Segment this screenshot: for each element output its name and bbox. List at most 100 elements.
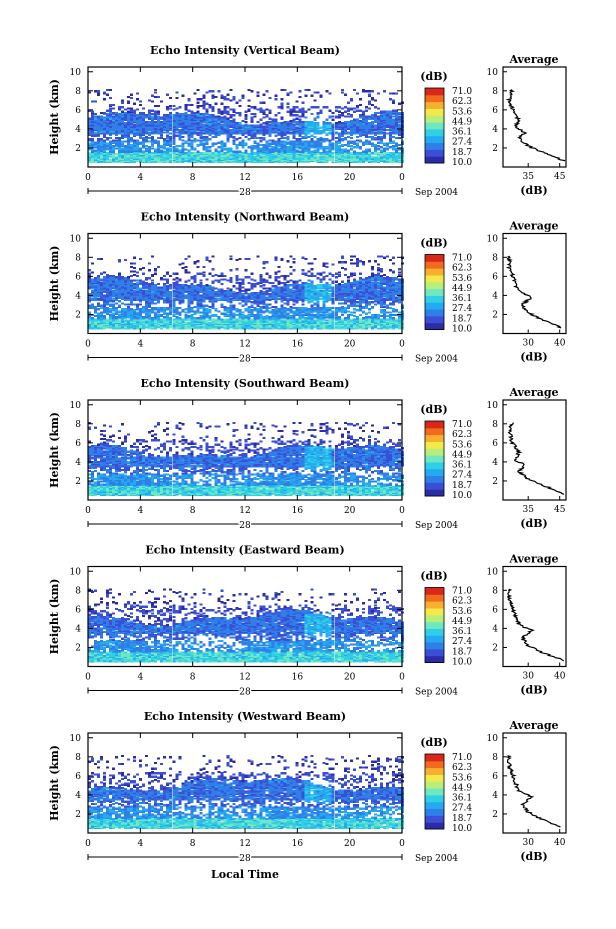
heatmap-cell — [190, 141, 194, 144]
heatmap-cell — [256, 125, 260, 128]
heatmap-cell — [235, 324, 239, 327]
heatmap-cell — [190, 151, 194, 154]
heatmap-cell — [298, 145, 302, 148]
heatmap-cell — [307, 327, 311, 330]
heatmap-cell — [310, 121, 314, 124]
heatmap-cell — [157, 319, 161, 322]
heatmap-cell — [157, 311, 161, 314]
heatmap-cell — [391, 140, 395, 143]
heatmap-cell — [211, 306, 215, 310]
heatmap-cell — [211, 106, 215, 109]
heatmap-cell — [130, 145, 134, 148]
heatmap-cell — [112, 161, 116, 164]
heatmap-cell — [391, 141, 395, 144]
heatmap-cell — [349, 115, 353, 118]
heatmap-cell — [163, 312, 167, 315]
heatmap-cell — [298, 311, 302, 314]
heatmap-cell — [319, 151, 323, 154]
heatmap-cell — [148, 149, 152, 152]
heatmap-cell — [175, 119, 179, 122]
heatmap-cell — [166, 119, 170, 122]
heatmap-cell — [142, 127, 146, 130]
heatmap-cell — [205, 102, 209, 105]
heatmap-cell — [109, 155, 113, 158]
heatmap-cell — [178, 155, 182, 158]
heatmap-cell — [304, 311, 308, 314]
heatmap-cell — [304, 94, 308, 97]
x-tick-label: 0 — [399, 173, 405, 183]
heatmap-cell — [118, 324, 122, 327]
heatmap-cell — [223, 129, 227, 132]
heatmap-cell — [388, 129, 392, 132]
heatmap-cell — [241, 145, 245, 148]
heatmap-cell — [349, 313, 353, 316]
heatmap-cell — [235, 313, 239, 316]
heatmap-cell — [127, 147, 131, 150]
heatmap-cell — [202, 304, 206, 307]
heatmap-cell — [229, 108, 233, 111]
heatmap-cell — [208, 118, 212, 121]
heatmap-cell — [361, 153, 365, 156]
heatmap-cell — [163, 308, 167, 311]
heatmap-cell — [190, 123, 194, 126]
heatmap-cell — [349, 324, 353, 327]
heatmap-cell — [250, 125, 254, 128]
heatmap-cell — [157, 95, 161, 98]
heatmap-cell — [187, 138, 191, 141]
heatmap-cell — [187, 314, 191, 318]
heatmap-cell — [169, 311, 173, 314]
heatmap-cell — [343, 309, 347, 312]
heatmap-cell — [217, 161, 221, 164]
heatmap-cell — [163, 141, 167, 144]
heatmap-cell — [130, 157, 134, 160]
heatmap-cell — [391, 131, 395, 134]
heatmap-cell — [304, 129, 308, 132]
heatmap-cell — [244, 131, 248, 134]
heatmap-cell — [136, 130, 140, 133]
heatmap-cell — [133, 324, 137, 327]
heatmap-cell — [220, 154, 224, 157]
heatmap-cell — [112, 150, 116, 153]
heatmap-cell — [181, 147, 185, 150]
heatmap-cell — [148, 117, 152, 120]
heatmap-cell — [259, 110, 263, 113]
heatmap-cell — [262, 132, 266, 135]
heatmap-cell — [277, 311, 281, 314]
heatmap-cell — [202, 161, 206, 164]
heatmap-cell — [367, 321, 371, 324]
heatmap-cell — [112, 123, 116, 126]
heatmap-cell — [256, 327, 260, 330]
heatmap-cell — [391, 129, 395, 132]
y-tick-label: 8 — [75, 87, 81, 97]
heatmap-cell — [280, 324, 284, 327]
heatmap-cell — [382, 134, 386, 137]
heatmap-cell — [316, 142, 320, 145]
heatmap-cell — [301, 121, 305, 124]
heatmap-cell — [133, 147, 137, 150]
heatmap-cell — [364, 154, 368, 157]
heatmap-cell — [196, 327, 200, 330]
heatmap-cell — [250, 113, 254, 116]
colorbar-tick-label: 10.0 — [452, 158, 472, 168]
heatmap-cell — [133, 153, 137, 156]
heatmap-cell — [259, 157, 263, 160]
heatmap-cell — [250, 318, 254, 321]
heatmap-cell — [196, 321, 200, 324]
heatmap-cell — [325, 150, 329, 153]
heatmap-cell — [136, 319, 140, 322]
heatmap-cell — [160, 149, 164, 152]
heatmap-cell — [148, 146, 152, 149]
heatmap-cell — [124, 327, 128, 330]
heatmap-cell — [259, 153, 263, 156]
heatmap-cell — [169, 135, 173, 138]
heatmap-cell — [223, 118, 227, 121]
heatmap-cell — [91, 114, 94, 117]
heatmap-cell — [202, 107, 206, 110]
heatmap-cell — [328, 312, 332, 315]
heatmap-cell — [250, 313, 254, 316]
heatmap-cell — [292, 121, 296, 124]
heatmap-cell — [301, 319, 305, 322]
heatmap-cell — [202, 311, 206, 314]
heatmap-cell — [349, 161, 353, 164]
heatmap-cell — [217, 310, 221, 313]
